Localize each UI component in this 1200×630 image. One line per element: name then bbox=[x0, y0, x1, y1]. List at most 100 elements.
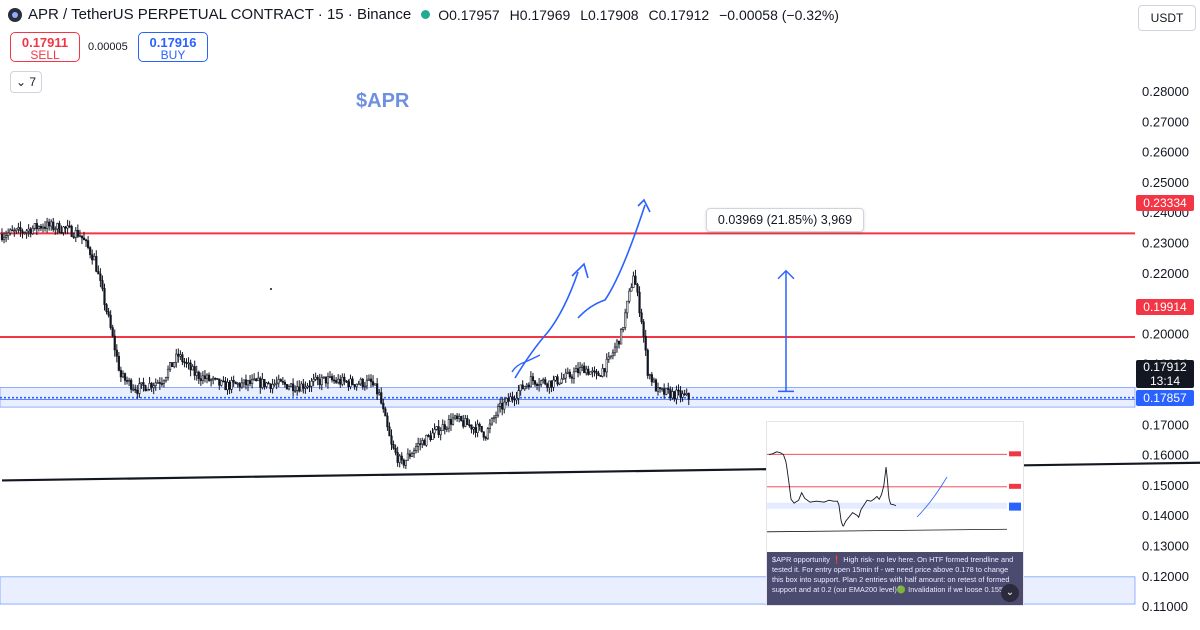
candle-body bbox=[490, 418, 494, 425]
candle-body bbox=[33, 223, 36, 229]
candle-body bbox=[105, 304, 108, 312]
buy-button[interactable]: 0.17916 BUY bbox=[138, 32, 208, 62]
candle-body bbox=[320, 377, 323, 386]
candle-body bbox=[281, 381, 284, 383]
price-axis-label: 0.12000 bbox=[1142, 569, 1189, 584]
candle-body bbox=[462, 420, 465, 427]
candle-body bbox=[398, 455, 401, 463]
candle-body bbox=[591, 370, 594, 373]
candle-body bbox=[150, 382, 153, 388]
measure-label: 0.03969 (21.85%) 3,969 bbox=[706, 208, 864, 232]
candle-body bbox=[388, 426, 391, 437]
candle-body bbox=[380, 392, 383, 404]
candle-body bbox=[355, 383, 358, 387]
candle-body bbox=[146, 389, 149, 392]
idea-preview-card[interactable]: $APR opportunity ❗ High risk- no lev her… bbox=[766, 421, 1024, 606]
candle-body bbox=[568, 371, 571, 378]
candle-body bbox=[427, 435, 430, 437]
candle-body bbox=[27, 228, 30, 232]
candle-body bbox=[540, 380, 543, 385]
candle-body bbox=[183, 361, 186, 364]
candle-body bbox=[48, 221, 51, 227]
candle-body bbox=[238, 383, 241, 388]
candle-body bbox=[9, 229, 12, 234]
symbol-title[interactable]: APR / TetherUS PERPETUAL CONTRACT · 15 ·… bbox=[28, 6, 412, 23]
candle-body bbox=[339, 378, 342, 385]
candle-body bbox=[466, 418, 469, 426]
candle-body bbox=[300, 383, 303, 392]
candle-body bbox=[671, 391, 674, 399]
candle-body bbox=[425, 435, 428, 446]
candle-body bbox=[326, 376, 330, 384]
candle-body bbox=[578, 367, 582, 374]
candle-body bbox=[267, 382, 270, 385]
candle-body bbox=[585, 368, 588, 374]
candle-body bbox=[310, 380, 313, 387]
indicators-toggle[interactable]: ⌄ 7 bbox=[10, 71, 42, 93]
candle-body bbox=[289, 383, 293, 387]
candle-body bbox=[445, 427, 448, 430]
candle-body bbox=[494, 414, 498, 419]
symbol-logo-icon bbox=[8, 7, 22, 22]
candle-body bbox=[373, 383, 377, 386]
candle-body bbox=[640, 312, 643, 323]
candle-body bbox=[189, 362, 192, 371]
candle-body bbox=[214, 377, 217, 380]
candle-body bbox=[482, 431, 485, 438]
candle-body bbox=[136, 389, 139, 394]
candle-body bbox=[435, 426, 438, 430]
candle-body bbox=[117, 355, 120, 371]
chevron-down-icon[interactable]: ⌄ bbox=[1001, 584, 1019, 602]
candle-body bbox=[5, 235, 8, 238]
candle-body bbox=[509, 396, 512, 402]
candle-body bbox=[212, 377, 215, 381]
price-axis-label: 0.17000 bbox=[1142, 417, 1189, 432]
candle-body bbox=[527, 384, 530, 388]
price-axis-label: 0.28000 bbox=[1142, 84, 1189, 99]
candle-body bbox=[39, 226, 43, 229]
candle-body bbox=[529, 376, 532, 388]
candle-body bbox=[644, 335, 647, 351]
candle-body bbox=[488, 423, 492, 430]
sell-button[interactable]: 0.17911 SELL bbox=[10, 32, 80, 62]
candle-body bbox=[158, 382, 161, 384]
candle-body bbox=[50, 221, 53, 227]
candle-body bbox=[408, 453, 412, 457]
candle-body bbox=[248, 380, 252, 384]
candle-body bbox=[271, 383, 274, 389]
candle-body bbox=[685, 393, 688, 395]
candle-body bbox=[330, 376, 334, 381]
currency-selector[interactable]: USDT bbox=[1138, 5, 1196, 31]
candle-body bbox=[35, 223, 38, 230]
candle-body bbox=[89, 247, 92, 255]
candle-body bbox=[371, 381, 375, 386]
candle-body bbox=[128, 379, 131, 382]
candle-body bbox=[455, 415, 459, 419]
trendline bbox=[1, 461, 1200, 482]
candle-body bbox=[673, 391, 676, 400]
inset-arrow bbox=[916, 476, 948, 518]
candle-body bbox=[345, 380, 348, 383]
candle-body bbox=[17, 227, 20, 230]
candle-body bbox=[224, 380, 227, 391]
inset-price-tag bbox=[1009, 483, 1021, 489]
inset-price-line bbox=[768, 451, 897, 527]
inset-price-tag bbox=[1009, 451, 1021, 457]
candle-body bbox=[501, 402, 504, 410]
candle-body bbox=[185, 362, 188, 364]
candle-body bbox=[451, 417, 455, 425]
candle-body bbox=[677, 389, 680, 392]
candle-body bbox=[660, 388, 664, 390]
change-value: −0.00058 (−0.32%) bbox=[719, 6, 839, 23]
candle-body bbox=[605, 358, 608, 373]
candle-body bbox=[177, 353, 180, 357]
current-price-tag: 0.17912 13:14 bbox=[1136, 360, 1194, 388]
candle-body bbox=[70, 225, 73, 237]
candle-body bbox=[181, 354, 184, 363]
candle-body bbox=[558, 382, 561, 385]
candle-body bbox=[583, 365, 586, 374]
candle-body bbox=[134, 388, 137, 391]
candle-body bbox=[642, 321, 645, 337]
candle-body bbox=[634, 275, 637, 285]
candle-body bbox=[421, 440, 424, 445]
